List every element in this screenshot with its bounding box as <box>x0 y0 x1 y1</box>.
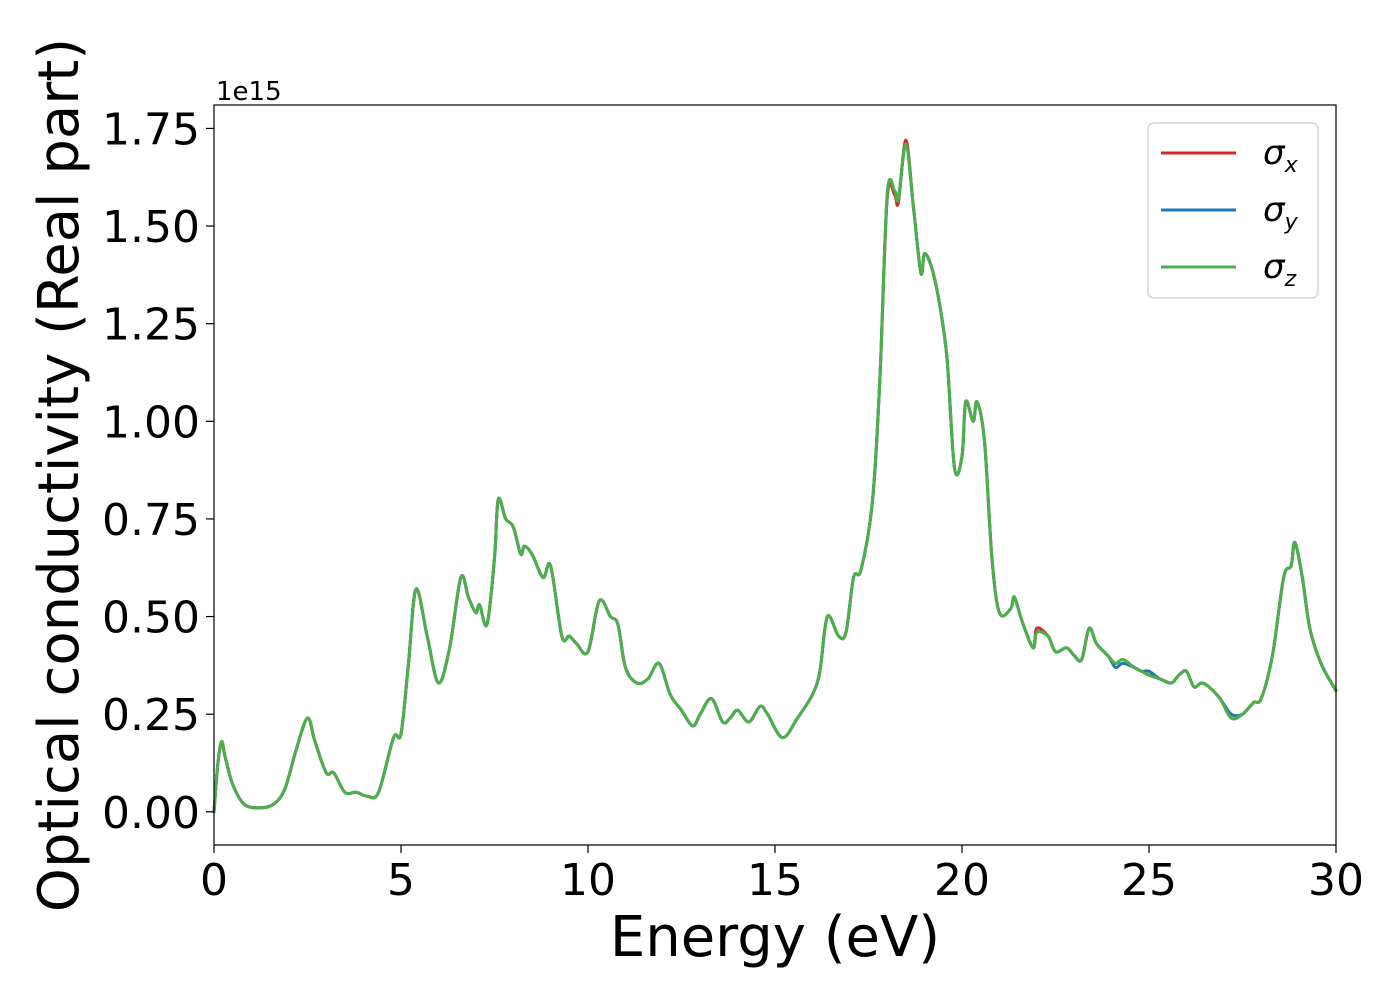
x-tick-label: 15 <box>747 855 803 906</box>
y-tick-label: 0.50 <box>102 593 200 644</box>
y-tick-label: 0.75 <box>102 495 200 546</box>
series-line-z <box>212 142 1338 814</box>
y-tick-label: 1.00 <box>102 397 200 448</box>
x-tick-label: 30 <box>1308 855 1364 906</box>
y-tick-label: 1.25 <box>102 300 200 351</box>
y-tick-label: 0.25 <box>102 690 200 741</box>
y-axis: 0.00 0.25 0.50 0.75 1.00 1.25 1.50 1.75 <box>102 104 214 839</box>
legend-label-x: σx <box>1263 133 1299 178</box>
y-tick-label: 0.00 <box>102 788 200 839</box>
y-tick-label: 1.75 <box>102 104 200 155</box>
x-tick-label: 0 <box>200 855 228 906</box>
x-tick-label: 5 <box>387 855 415 906</box>
y-offset-label: 1e15 <box>216 77 282 107</box>
legend-label-y: σy <box>1263 190 1299 235</box>
x-tick-label: 20 <box>934 855 990 906</box>
legend-label-z: σz <box>1263 247 1297 292</box>
y-axis-title: Optical conductivity (Real part) <box>27 38 92 912</box>
y-tick-label: 1.50 <box>102 202 200 253</box>
x-tick-label: 25 <box>1121 855 1177 906</box>
x-axis: 0 5 10 15 20 25 30 <box>200 845 1364 906</box>
series-lines <box>212 138 1338 814</box>
legend: σx σy σz <box>1147 122 1319 299</box>
x-tick-label: 10 <box>560 855 616 906</box>
x-axis-title: Energy (eV) <box>610 905 940 970</box>
